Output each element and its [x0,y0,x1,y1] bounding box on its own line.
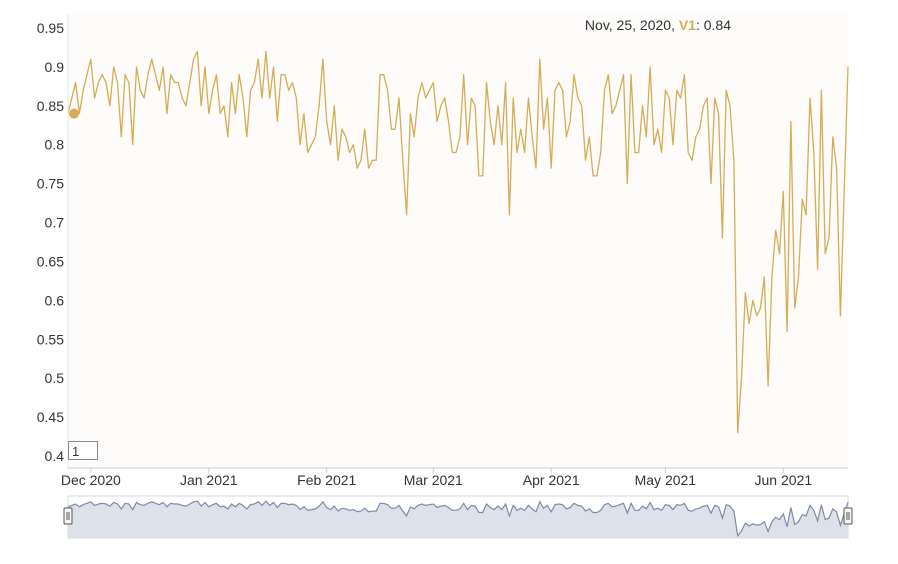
range-input[interactable]: 1 [68,441,98,460]
legend: Nov, 25, 2020, V1: 0.84 [585,17,731,33]
x-tick-label: Dec 2020 [61,472,121,488]
legend-date: Nov, 25, 2020 [585,17,671,33]
y-tick-label: 0.9 [45,59,65,75]
navigator[interactable] [63,495,853,539]
x-tick-label: May 2021 [635,472,697,488]
y-tick-label: 0.7 [45,215,65,231]
y-tick-label: 0.45 [37,409,64,425]
y-tick-label: 0.55 [37,331,64,347]
y-tick-label: 0.85 [37,98,64,114]
y-tick-label: 0.95 [37,20,64,36]
legend-separator: : [696,17,700,33]
navigator-area [68,501,848,538]
x-tick-label: Apr 2021 [523,472,580,488]
x-tick-label: Jun 2021 [755,472,813,488]
x-tick-label: Feb 2021 [297,472,356,488]
y-tick-label: 0.6 [45,292,65,308]
y-tick-label: 0.8 [45,137,65,153]
x-tick-label: Mar 2021 [404,472,463,488]
y-tick-label: 0.65 [37,253,64,269]
navigator-handle-right[interactable] [843,507,853,525]
hover-marker-layer [67,14,79,468]
legend-series-label: V1 [679,17,696,33]
legend-value: 0.84 [704,17,731,33]
svg-text:Nov, 25, 2020, V1: 0.84: Nov, 25, 2020, V1: 0.84 [585,17,731,33]
hover-point [69,108,79,119]
navigator-handle-left[interactable] [63,507,73,525]
y-tick-label: 0.75 [37,176,64,192]
series-layer [67,50,849,434]
navigator-line [67,500,849,538]
x-axis: Dec 2020 Jan 2021 Feb 2021 Mar 2021 Apr 2021… [61,468,812,488]
y-tick-label: 0.5 [45,370,65,386]
navigator-series-layer [67,500,849,538]
y-axis: 0.95 0.9 0.85 0.8 0.75 0.7 0.65 0.6 0.55 0.5 0.45 0… [37,20,64,464]
x-tick-label: Jan 2021 [180,472,238,488]
plot-background [68,14,848,468]
y-tick-label: 0.4 [45,448,65,464]
series-line-v1 [67,50,849,434]
